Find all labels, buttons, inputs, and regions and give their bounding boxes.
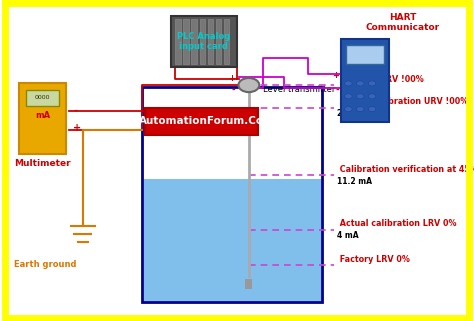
Text: Earth ground: Earth ground bbox=[14, 260, 76, 269]
Circle shape bbox=[356, 94, 364, 99]
Text: Factory LRV 0%: Factory LRV 0% bbox=[337, 255, 410, 264]
Text: +: + bbox=[332, 71, 339, 80]
Bar bbox=[200, 19, 205, 64]
Text: 11.2 mA: 11.2 mA bbox=[337, 177, 372, 186]
Text: HART
Communicator: HART Communicator bbox=[366, 13, 440, 32]
Text: mA: mA bbox=[35, 111, 50, 120]
Bar bbox=[175, 19, 181, 64]
Bar bbox=[246, 279, 253, 289]
Text: Calibration verification at 45%: Calibration verification at 45% bbox=[337, 165, 474, 174]
Circle shape bbox=[368, 107, 376, 112]
Text: Actual Calibration URV !00%: Actual Calibration URV !00% bbox=[337, 97, 468, 106]
Bar bbox=[346, 45, 384, 64]
Bar bbox=[19, 83, 66, 154]
Bar bbox=[191, 19, 197, 64]
Bar bbox=[142, 87, 322, 302]
Circle shape bbox=[345, 94, 352, 99]
Text: -: - bbox=[335, 85, 339, 94]
Text: PLC Analog
input card: PLC Analog input card bbox=[177, 32, 230, 51]
Circle shape bbox=[345, 81, 352, 86]
Text: -Factory URV !00%: -Factory URV !00% bbox=[337, 75, 423, 84]
Text: +: + bbox=[73, 123, 82, 134]
Text: 4 mA: 4 mA bbox=[337, 231, 358, 240]
Circle shape bbox=[356, 81, 364, 86]
Bar bbox=[26, 90, 59, 106]
Text: 20 mA: 20 mA bbox=[337, 109, 364, 118]
Text: Level transmitter: Level transmitter bbox=[263, 85, 336, 94]
Text: -: - bbox=[231, 85, 235, 94]
Bar bbox=[224, 19, 229, 64]
Circle shape bbox=[368, 81, 376, 86]
Bar bbox=[171, 16, 237, 67]
Bar bbox=[145, 108, 258, 135]
Text: 0000: 0000 bbox=[35, 95, 50, 100]
Circle shape bbox=[356, 107, 364, 112]
Circle shape bbox=[345, 107, 352, 112]
Text: Actual calibration LRV 0%: Actual calibration LRV 0% bbox=[337, 219, 456, 228]
Text: AutomationForum.Co: AutomationForum.Co bbox=[139, 116, 264, 126]
Bar bbox=[216, 19, 221, 64]
Bar bbox=[208, 19, 213, 64]
Bar bbox=[144, 179, 321, 301]
Bar bbox=[341, 39, 389, 122]
Bar bbox=[183, 19, 189, 64]
Text: +: + bbox=[228, 74, 235, 83]
Text: Multimeter: Multimeter bbox=[14, 159, 71, 168]
Text: -: - bbox=[73, 106, 77, 116]
Circle shape bbox=[238, 78, 259, 92]
Circle shape bbox=[368, 94, 376, 99]
